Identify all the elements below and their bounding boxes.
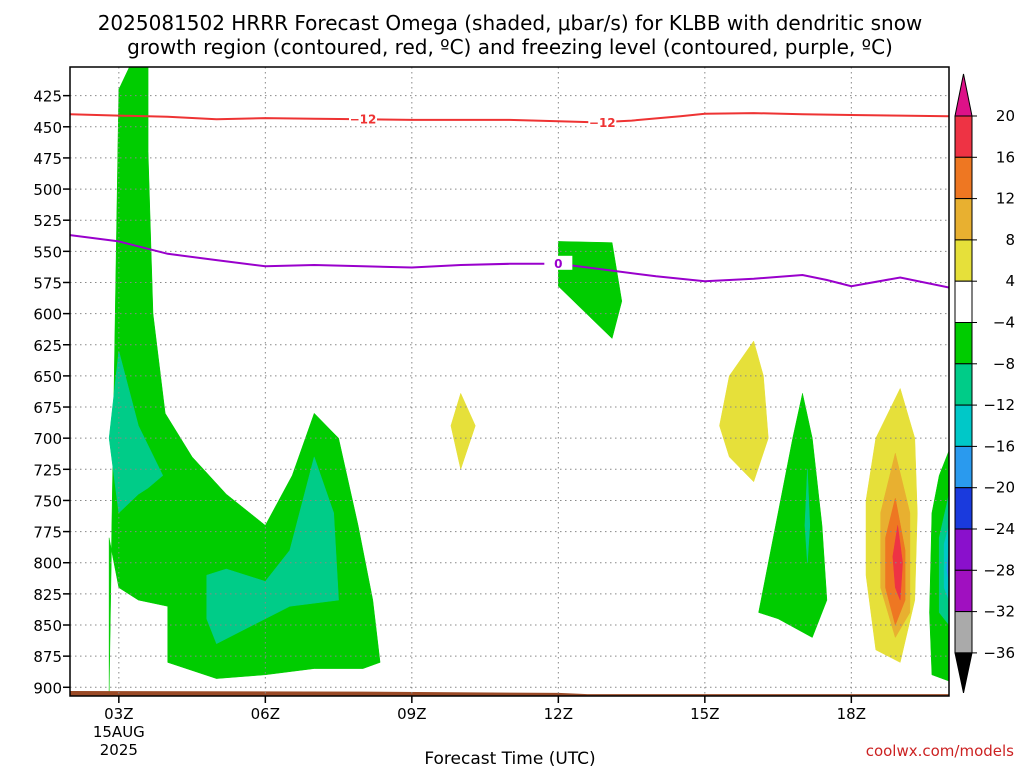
y-axis: 425 450 475 500 525 550 575 600 625 650 675 700 725 7… [33, 88, 70, 697]
omega-region [943, 525, 949, 601]
colorbar-tick-label: 8 [1005, 231, 1015, 249]
y-tick-label: 425 [33, 88, 62, 106]
contour-label-bg [588, 115, 617, 130]
colorbar-tick-label: −4 [993, 314, 1015, 332]
y-tick-label: 875 [33, 648, 62, 666]
colorbar-segment [954, 445, 973, 489]
colorbar-tick-label: −20 [983, 479, 1015, 497]
omega-region [108, 350, 164, 514]
y-tick-label: 725 [33, 461, 62, 479]
colorbar-tick-label: −36 [983, 644, 1015, 662]
x-tick-label: 12Z [544, 705, 573, 723]
x-tick-label: 09Z [397, 705, 426, 723]
colorbar-segment [954, 156, 973, 200]
contour-lines: −12 −12 0 [70, 111, 949, 289]
colorbar-tick-label: −28 [983, 561, 1015, 579]
colorbar-segment [954, 322, 973, 365]
y-tick-label: 825 [33, 586, 62, 604]
omega-region [450, 392, 476, 471]
colorbar-tick-label: −16 [983, 437, 1015, 455]
y-tick-label: 750 [33, 492, 62, 510]
y-tick-label: 475 [33, 150, 62, 168]
omega-region [206, 456, 339, 645]
y-tick-label: 550 [33, 243, 62, 261]
y-tick-label: 775 [33, 524, 62, 542]
colorbar-segment [954, 404, 973, 447]
colorbar-tick-label: 4 [1005, 272, 1015, 290]
contour-line [70, 234, 949, 289]
colorbar-segment [954, 611, 973, 654]
y-tick-label: 575 [33, 274, 62, 292]
omega-region [758, 393, 828, 638]
x-tick-label: 15Z [690, 705, 719, 723]
x-year-label: 2025 [100, 741, 138, 759]
y-tick-label: 600 [33, 306, 62, 324]
colorbar-tick-label: 16 [996, 148, 1015, 166]
x-tick-label: 18Z [837, 705, 866, 723]
contour-line [70, 112, 949, 124]
omega-region [719, 340, 769, 483]
y-tick-label: 500 [33, 181, 62, 199]
chart-title-line1: 2025081502 HRRR Forecast Omega (shaded, … [98, 11, 923, 35]
contour-label: −12 [589, 116, 616, 130]
contour-label-bg [544, 255, 573, 270]
colorbar-tick-label: 20 [996, 107, 1015, 125]
omega-region [804, 469, 811, 563]
terrain-strip [70, 691, 949, 696]
omega-region [892, 525, 903, 601]
y-tick-label: 650 [33, 368, 62, 386]
y-tick-label: 700 [33, 430, 62, 448]
contour-label: 0 [554, 257, 562, 271]
colorbar-segment [954, 569, 973, 613]
contour-label-bg [349, 111, 377, 126]
colorbar-segment [954, 198, 973, 241]
colorbar-segment [954, 239, 973, 282]
y-tick-label: 900 [33, 679, 62, 697]
colorbar-tick-label: −32 [983, 603, 1015, 621]
x-tick-label: 06Z [251, 705, 280, 723]
terrain-layer [70, 691, 949, 696]
chart-title-line2: growth region (contoured, red, ºC) and f… [127, 35, 893, 59]
omega-shaded-regions [108, 67, 949, 696]
colorbar: 20 16 12 8 4 −4 −8 −12 −16 −20 −24 −28 −32 −36 [954, 73, 1015, 694]
plot-frame [69, 66, 950, 697]
colorbar-tick-label: −8 [993, 355, 1015, 373]
colorbar-segment [954, 528, 973, 571]
colorbar-segment [954, 487, 973, 530]
x-tick-label: 03Z [104, 705, 133, 723]
credit-link[interactable]: coolwx.com/models [866, 742, 1014, 760]
y-tick-label: 675 [33, 399, 62, 417]
colorbar-segment [954, 115, 973, 158]
colorbar-segment [954, 363, 973, 406]
y-tick-label: 525 [33, 212, 62, 230]
colorbar-tick-label: −12 [983, 396, 1015, 414]
colorbar-tick-label: −24 [983, 520, 1015, 538]
y-tick-label: 625 [33, 337, 62, 355]
x-date-label: 15AUG [93, 723, 145, 741]
colorbar-tick-label: 12 [996, 190, 1015, 208]
colorbar-segment [954, 280, 973, 324]
colorbar-bottom-arrow [954, 652, 973, 694]
colorbar-top-arrow [954, 73, 973, 117]
y-tick-label: 450 [33, 119, 62, 137]
x-axis-label: Forecast Time (UTC) [424, 749, 595, 768]
contour-label: −12 [350, 112, 377, 126]
y-tick-label: 800 [33, 555, 62, 573]
y-tick-label: 850 [33, 617, 62, 635]
